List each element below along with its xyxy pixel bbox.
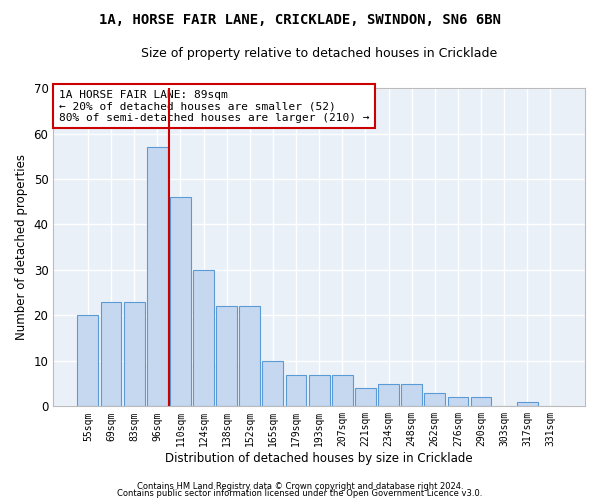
Bar bbox=[239, 306, 260, 406]
Bar bbox=[147, 147, 167, 406]
Bar bbox=[286, 374, 307, 406]
Bar bbox=[309, 374, 329, 406]
X-axis label: Distribution of detached houses by size in Cricklade: Distribution of detached houses by size … bbox=[166, 452, 473, 465]
Bar bbox=[517, 402, 538, 406]
Bar bbox=[77, 316, 98, 406]
Bar bbox=[170, 197, 191, 406]
Bar bbox=[470, 397, 491, 406]
Text: Contains public sector information licensed under the Open Government Licence v3: Contains public sector information licen… bbox=[118, 490, 482, 498]
Bar bbox=[401, 384, 422, 406]
Bar bbox=[216, 306, 237, 406]
Bar bbox=[378, 384, 399, 406]
Bar bbox=[332, 374, 353, 406]
Bar bbox=[124, 302, 145, 406]
Bar bbox=[448, 397, 469, 406]
Bar bbox=[355, 388, 376, 406]
Bar bbox=[101, 302, 121, 406]
Bar bbox=[262, 361, 283, 406]
Y-axis label: Number of detached properties: Number of detached properties bbox=[15, 154, 28, 340]
Text: 1A HORSE FAIR LANE: 89sqm
← 20% of detached houses are smaller (52)
80% of semi-: 1A HORSE FAIR LANE: 89sqm ← 20% of detac… bbox=[59, 90, 369, 123]
Text: 1A, HORSE FAIR LANE, CRICKLADE, SWINDON, SN6 6BN: 1A, HORSE FAIR LANE, CRICKLADE, SWINDON,… bbox=[99, 12, 501, 26]
Bar bbox=[424, 392, 445, 406]
Text: Contains HM Land Registry data © Crown copyright and database right 2024.: Contains HM Land Registry data © Crown c… bbox=[137, 482, 463, 491]
Bar bbox=[193, 270, 214, 406]
Title: Size of property relative to detached houses in Cricklade: Size of property relative to detached ho… bbox=[141, 48, 497, 60]
